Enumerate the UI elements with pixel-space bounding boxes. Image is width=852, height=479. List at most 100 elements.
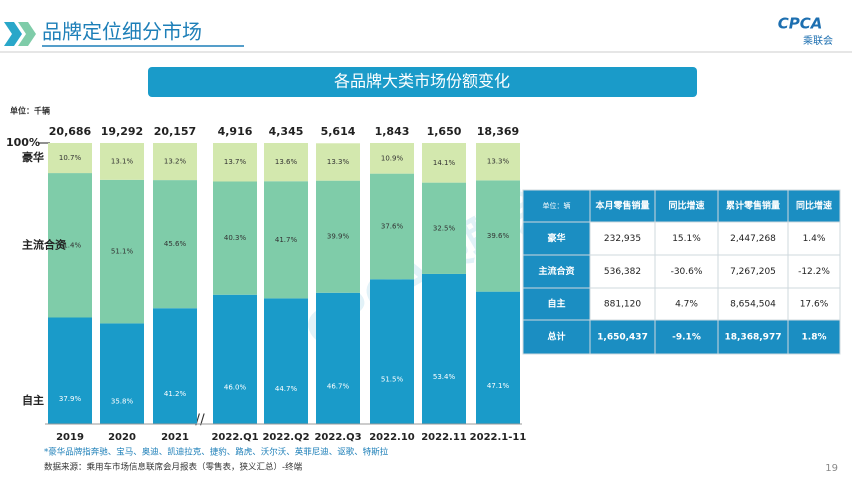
total-label: 19,292 <box>101 125 143 138</box>
table-text: 17.6% <box>800 300 829 310</box>
data-label: 44.7% <box>275 385 298 393</box>
data-label: 45.6% <box>164 240 187 248</box>
title-icon <box>4 22 22 46</box>
data-label: 35.8% <box>111 398 134 406</box>
table-cell <box>589 189 656 223</box>
table-text: 1.4% <box>803 234 826 244</box>
x-tick-label: 2021 <box>161 432 189 443</box>
bar-segment <box>100 323 144 424</box>
table-text: 2,447,268 <box>730 234 776 244</box>
table-cell <box>522 221 591 256</box>
page-title: 品牌定位细分市场 <box>42 20 202 44</box>
bar-segment <box>316 180 360 293</box>
legend-label: 主流合资 <box>22 237 66 251</box>
bar-segment <box>213 181 257 295</box>
x-tick-label: 2019 <box>56 432 84 443</box>
bar-segment <box>370 173 414 280</box>
table-cell <box>522 287 591 321</box>
table-text: 881,120 <box>604 300 641 310</box>
data-label: 39.6% <box>487 232 510 240</box>
x-tick-label: 2022.10 <box>369 432 415 443</box>
page-number: 19 <box>825 463 838 474</box>
data-label: 41.2% <box>164 390 187 398</box>
table-cell <box>654 221 719 256</box>
bar-segment <box>370 279 414 424</box>
bar-segment <box>48 143 92 174</box>
table-text: 15.1% <box>672 234 701 244</box>
total-label: 20,157 <box>154 125 196 138</box>
x-tick-label: 2022.Q1 <box>211 432 258 443</box>
table-text: -9.1% <box>672 333 701 343</box>
table-text: 1.8% <box>802 333 827 343</box>
table-cell <box>787 254 841 289</box>
table-text: 232,935 <box>604 234 641 244</box>
table-cell <box>522 189 591 223</box>
bar-segment <box>264 298 308 424</box>
table-text: 总计 <box>547 331 565 343</box>
bar-segment <box>422 143 466 183</box>
footnote: 数据来源：乘用车市场信息联席会月报表（零售表，狭义汇总）-终端 <box>44 462 303 473</box>
x-tick-label: 2022.1-11 <box>470 432 527 443</box>
bar-segment <box>48 173 92 318</box>
bar-segment <box>100 179 144 324</box>
table-text: 自主 <box>547 298 565 310</box>
x-tick-label: 2022.Q2 <box>262 432 309 443</box>
data-label: 46.0% <box>224 383 247 391</box>
bar-segment <box>476 291 520 424</box>
bar-segment <box>476 180 520 292</box>
data-label: 14.1% <box>433 159 456 167</box>
bar-segment <box>100 143 144 180</box>
axis-break: // <box>195 412 205 428</box>
table-cell <box>717 254 789 289</box>
title-icon <box>18 22 36 46</box>
data-label: 51.4% <box>59 241 82 249</box>
table-cell <box>589 254 656 289</box>
logo: CPCA <box>778 15 823 33</box>
total-label: 1,843 <box>375 125 410 138</box>
table-cell <box>717 189 789 223</box>
table-header: 单位：辆 <box>543 201 571 210</box>
bar-segment <box>476 143 520 181</box>
data-label: 13.3% <box>327 158 350 166</box>
data-label: 47.1% <box>487 382 510 390</box>
table-cell <box>654 319 719 355</box>
bar-segment <box>264 143 308 182</box>
data-label: 53.4% <box>433 373 456 381</box>
table-text: 4.7% <box>675 300 698 310</box>
table-cell <box>654 254 719 289</box>
data-label: 10.9% <box>381 154 404 162</box>
bar-segment <box>153 308 197 424</box>
legend-label: 自主 <box>22 393 44 407</box>
x-tick-label: 2022.11 <box>421 432 467 443</box>
table-text: 7,267,205 <box>730 267 776 277</box>
table-text: 18,368,977 <box>725 333 782 343</box>
table-text: 536,382 <box>604 267 641 277</box>
data-label: 32.5% <box>433 224 456 232</box>
total-label: 20,686 <box>49 125 92 138</box>
y-tick-label: 100% <box>6 136 40 149</box>
bar-segment <box>422 182 466 274</box>
table-cell <box>654 189 719 223</box>
bar-segment <box>316 292 360 424</box>
table-cell <box>589 221 656 256</box>
data-label: 13.3% <box>487 158 510 166</box>
table-header: 本月零售销量 <box>595 200 649 212</box>
legend-label: 豪华 <box>22 150 44 164</box>
footnote: *豪华品牌指奔驰、宝马、奥迪、凯迪拉克、捷豹、路虎、沃尔沃、英菲尼迪、讴歌、特斯… <box>44 447 389 458</box>
bar-segment <box>422 273 466 424</box>
data-label: 13.7% <box>224 158 247 166</box>
table-text: 豪华 <box>547 232 565 244</box>
data-label: 13.2% <box>164 158 187 166</box>
table-cell <box>522 319 591 355</box>
table-cell <box>787 189 841 223</box>
total-label: 18,369 <box>477 125 519 138</box>
logo-sub: 乘联会 <box>803 34 833 47</box>
bar-segment <box>48 317 92 424</box>
banner <box>148 67 697 97</box>
table-header: 同比增速 <box>796 200 832 212</box>
table-header: 累计零售销量 <box>726 200 780 212</box>
data-label: 37.6% <box>381 222 404 230</box>
table-text: 主流合资 <box>538 265 574 277</box>
